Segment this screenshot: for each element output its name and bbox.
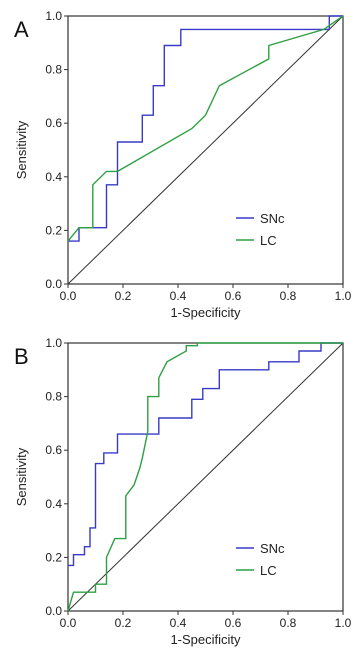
panel-letter: A: [14, 17, 29, 42]
reference-diagonal-line: [67, 342, 344, 612]
legend-label-lc: LC: [260, 563, 277, 578]
series-line-snc: [68, 15, 343, 242]
x-tick-label: 0.2: [115, 616, 132, 630]
x-tick-label: 0.4: [170, 616, 187, 630]
y-tick-label: 0.2: [45, 550, 62, 564]
y-tick-label: 1.0: [45, 336, 62, 350]
x-tick-label: 0.0: [60, 289, 77, 303]
plot-frame: [67, 15, 344, 285]
y-tick-label: 0.6: [45, 116, 62, 130]
y-tick-label: 0.4: [45, 170, 62, 184]
y-tick-label: 0.8: [45, 390, 62, 404]
legend-label-snc: SNc: [260, 541, 285, 556]
x-tick-label: 0.8: [280, 616, 297, 630]
x-axis-title: 1-Specificity: [170, 305, 241, 320]
x-tick-label: 0.6: [225, 289, 242, 303]
series-line-snc: [68, 342, 343, 567]
y-axis-title: Sensitivity: [14, 447, 29, 506]
legend-label-snc: SNc: [260, 211, 285, 226]
x-tick-label: 1.0: [335, 289, 352, 303]
reference-diagonal-line: [67, 15, 344, 285]
y-tick-label: 0.6: [45, 443, 62, 457]
x-tick-label: 0.8: [280, 289, 297, 303]
x-axis-title: 1-Specificity: [170, 632, 241, 647]
chart-panel-b: B 0.0 0.2 0.4 0.6 0.8 1.0 0.0 0.2 0.4 0.6 0.8 1.0 1-S…: [14, 336, 352, 647]
y-axis-title: Sensitivity: [14, 120, 29, 179]
y-tick-label: 0.2: [45, 223, 62, 237]
legend: SNc LC: [236, 211, 285, 248]
legend: SNc LC: [236, 541, 285, 578]
panel-letter: B: [14, 344, 29, 369]
series-line-lc: [67, 342, 343, 612]
x-tick-label: 0.6: [225, 616, 242, 630]
series-line-lc: [67, 15, 344, 242]
y-tick-label: 1.0: [45, 9, 62, 23]
x-tick-label: 0.2: [115, 289, 132, 303]
y-tick-label: 0.4: [45, 497, 62, 511]
y-tick-label: 0.0: [45, 277, 62, 291]
x-tick-label: 0.0: [60, 616, 77, 630]
chart-panel-a: A 0.0 0.2 0.4 0.6 0.8 1.0 0.0 0.2 0.4 0.6 0.8 1.0 1-S…: [14, 9, 352, 320]
y-tick-label: 0.8: [45, 63, 62, 77]
y-tick-label: 0.0: [45, 604, 62, 618]
x-tick-label: 1.0: [335, 616, 352, 630]
x-tick-label: 0.4: [170, 289, 187, 303]
legend-label-lc: LC: [260, 233, 277, 248]
